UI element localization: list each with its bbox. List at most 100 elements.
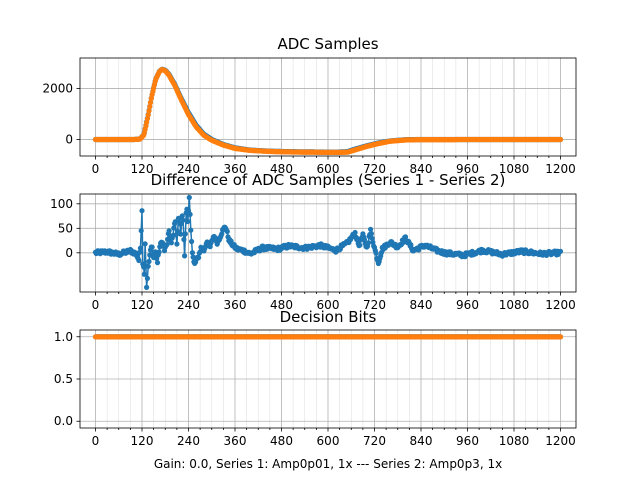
adc-samples-series-2-point	[147, 104, 153, 110]
difference-series-1-point	[361, 236, 367, 243]
adc-samples-x-tick-label: 240	[177, 162, 200, 176]
adc-samples-x-tick-label: 360	[224, 162, 247, 176]
difference-x-tick-label: 720	[363, 298, 386, 312]
difference-series-1-point	[224, 228, 230, 235]
difference-series-1-point	[168, 240, 174, 246]
difference-series-1-point	[352, 229, 358, 236]
adc-samples-x-tick-label: 1200	[545, 162, 576, 176]
difference-series-1-point	[186, 194, 192, 201]
difference-series-1-point	[142, 241, 148, 247]
adc-samples-data	[92, 66, 564, 155]
difference-series-1-point	[144, 284, 150, 290]
adc-samples-x-tick-label: 720	[363, 162, 386, 176]
difference-series-1-point	[172, 219, 178, 225]
decision-bits-x-tick-label: 720	[363, 434, 386, 448]
difference-series-1-point	[189, 250, 195, 256]
difference-x-tick-label: 1200	[545, 298, 576, 312]
adc-samples-x-tick-label: 120	[131, 162, 154, 176]
difference-panel: Difference of ADC Samples (Series 1 - Se…	[50, 171, 577, 312]
difference-series-1-point	[154, 260, 161, 266]
decision-bits-x-tick-label: 480	[270, 434, 293, 448]
decision-bits-x-tick-label: 840	[410, 434, 433, 448]
difference-series-1-point	[182, 231, 188, 237]
difference-series-1-point	[557, 248, 564, 254]
adc-samples-ticks: 0 120 240 360 480 600 720 840 960 1080 1200 0 2000	[42, 82, 575, 176]
difference-series-1-point	[178, 231, 184, 237]
difference-series-1-markers	[92, 194, 564, 290]
difference-series-1-point	[138, 228, 144, 234]
difference-y-tick-label: 50	[58, 221, 73, 235]
difference-series-1-point	[182, 253, 188, 259]
adc-samples-panel: ADC Samples 0 120 240 360 480 600 720 840 960 108…	[42, 35, 577, 176]
decision-bits-xlabel: Gain: 0.0, Series 1: Amp0p01, 1x --- Ser…	[154, 457, 502, 471]
adc-samples-series-2-point	[147, 100, 154, 106]
difference-x-tick-label: 840	[410, 298, 433, 312]
decision-bits-ticks: 0 120 240 360 480 600 720 840 960 1080 1200 0.0 0.5 1…	[54, 330, 576, 448]
adc-samples-y-tick-label: 0	[65, 132, 73, 146]
difference-series-1-point	[188, 227, 194, 233]
adc-samples-x-tick-label: 1080	[499, 162, 530, 176]
difference-series-1-point	[181, 236, 187, 243]
difference-series-1-point	[357, 242, 363, 248]
difference-series-1-point	[139, 208, 145, 214]
difference-series-1-point	[146, 258, 152, 265]
difference-series-1-point	[189, 238, 195, 245]
difference-series-1-point	[219, 231, 225, 237]
adc-samples-x-tick-label: 840	[410, 162, 433, 176]
difference-grid	[80, 194, 576, 292]
adc-samples-x-tick-label: 600	[317, 162, 340, 176]
adc-samples-title: ADC Samples	[277, 35, 378, 53]
decision-bits-data	[92, 334, 564, 340]
decision-bits-series-2-point	[557, 334, 564, 340]
difference-x-tick-label: 1080	[499, 298, 530, 312]
decision-bits-y-tick-label: 1.0	[54, 330, 73, 344]
decision-bits-y-tick-label: 0.0	[54, 414, 73, 428]
difference-ticks: 0 120 240 360 480 600 720 840 960 1080 1200 0 50 100	[50, 197, 576, 312]
decision-bits-x-tick-label: 360	[224, 434, 247, 448]
difference-series-1-point	[369, 235, 375, 242]
difference-series-1-point	[228, 238, 234, 244]
difference-series-1-point	[174, 241, 180, 247]
adc-samples-series-2-point	[557, 136, 564, 143]
difference-x-tick-label: 240	[177, 298, 200, 312]
difference-series-1-point	[368, 231, 374, 237]
difference-series-1-point	[187, 211, 193, 217]
difference-series-1-point	[185, 218, 191, 225]
adc-samples-series-2-point	[145, 112, 151, 118]
difference-series-1-point	[145, 263, 151, 269]
difference-series-1-point	[166, 228, 172, 234]
difference-series-1-point	[137, 249, 143, 255]
difference-series-1-point	[171, 225, 177, 231]
difference-series-1-point	[368, 226, 374, 232]
difference-series-1-point	[180, 217, 186, 223]
decision-bits-panel: Decision Bits 0 120 240 360 480 600 720 840 960 1…	[54, 308, 577, 471]
adc-samples-y-tick-label: 2000	[42, 82, 73, 96]
difference-data	[92, 194, 564, 290]
adc-samples-x-tick-label: 480	[270, 162, 293, 176]
adc-samples-x-tick-label: 960	[456, 162, 479, 176]
decision-bits-x-tick-label: 0	[92, 434, 100, 448]
difference-x-tick-label: 960	[456, 298, 479, 312]
difference-series-1-point	[149, 244, 155, 250]
difference-x-tick-label: 600	[317, 298, 340, 312]
difference-y-tick-label: 0	[65, 246, 73, 260]
decision-bits-x-tick-label: 120	[131, 434, 154, 448]
adc-samples-series-2-point	[146, 108, 152, 114]
decision-bits-title: Decision Bits	[280, 308, 377, 326]
difference-x-tick-label: 480	[270, 298, 293, 312]
difference-x-tick-label: 360	[224, 298, 247, 312]
difference-series-1-point	[137, 245, 143, 251]
adc-samples-x-tick-label: 0	[92, 162, 100, 176]
decision-bits-x-tick-label: 1200	[545, 434, 576, 448]
difference-series-1-point	[144, 275, 150, 281]
difference-series-1-point	[164, 242, 170, 248]
decision-bits-x-tick-label: 600	[317, 434, 340, 448]
decision-bits-y-tick-label: 0.5	[54, 372, 73, 386]
difference-x-tick-label: 0	[92, 298, 100, 312]
decision-bits-x-tick-label: 240	[177, 434, 200, 448]
difference-series-1-point	[136, 257, 142, 264]
difference-series-1-point	[196, 255, 202, 261]
decision-bits-x-tick-label: 1080	[499, 434, 530, 448]
